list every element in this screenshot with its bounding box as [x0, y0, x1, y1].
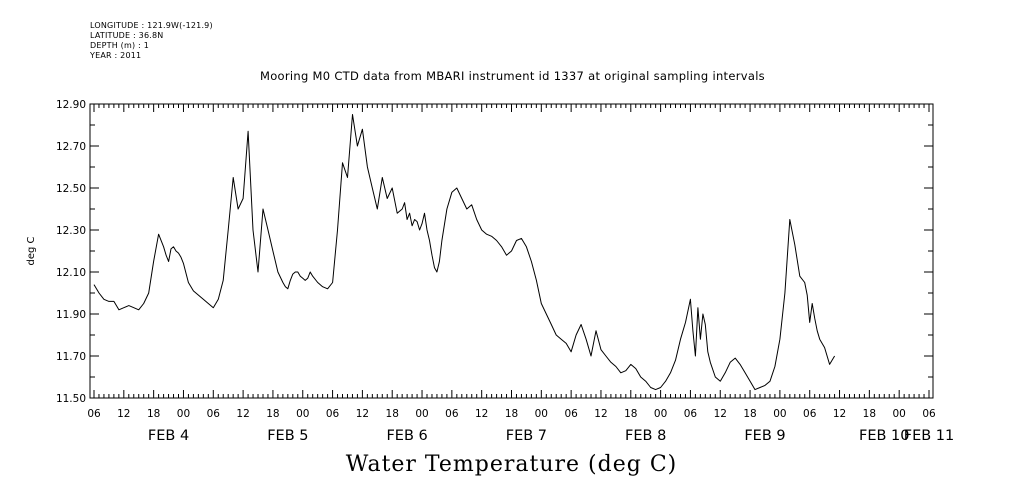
x-tick-label: 06	[445, 408, 459, 420]
x-tick-label: 00	[773, 408, 786, 420]
y-tick-label: 12.70	[56, 141, 86, 153]
y-tick-label: 12.10	[56, 267, 86, 279]
minor-ticks	[93, 104, 930, 398]
latitude-label: LATITUDE : 36.8N	[90, 31, 164, 40]
x-tick-label: 06	[803, 408, 817, 420]
y-axis: 11.50 11.70 11.90 12.10 12.30 12.50 12.70 12.90	[56, 99, 933, 405]
x-tick-label: 18	[505, 408, 518, 420]
x-tick-label: 06	[87, 408, 101, 420]
x-tick-label: 06	[326, 408, 340, 420]
x-tick-label: 00	[892, 408, 905, 420]
x-tick-label: 06	[922, 408, 936, 420]
x-day-label: FEB 10	[859, 428, 910, 444]
x-tick-label: 00	[296, 408, 309, 420]
x-tick-label: 18	[624, 408, 637, 420]
temperature-series-line	[93, 114, 836, 391]
x-tick-label: 12	[833, 408, 846, 420]
x-tick-label: 18	[147, 408, 160, 420]
x-tick-label: 12	[475, 408, 488, 420]
chart-title-container: Mooring M0 CTD data from MBARI instrumen…	[0, 69, 1009, 83]
x-day-label: FEB 9	[744, 428, 785, 444]
x-day-label: FEB 5	[267, 428, 308, 444]
x-tick-label: 06	[564, 408, 578, 420]
x-tick-label: 12	[236, 408, 249, 420]
y-tick-label: 11.90	[56, 309, 86, 321]
y-tick-label: 12.90	[56, 99, 86, 111]
x-tick-label: 12	[117, 408, 130, 420]
y-axis-label: deg C	[26, 236, 37, 265]
x-day-label: FEB 7	[506, 428, 547, 444]
y-tick-label: 12.50	[56, 183, 86, 195]
x-day-label: FEB 8	[625, 428, 666, 444]
x-day-label: FEB 4	[148, 428, 189, 444]
x-tick-label: 18	[743, 408, 756, 420]
x-tick-label: 00	[415, 408, 428, 420]
x-tick-label: 06	[684, 408, 698, 420]
x-tick-label: 18	[266, 408, 279, 420]
x-axis: 06 12 18 00 06 12 18 00 06 12 18 00 06 12 18 00 06 12 18 00…	[87, 408, 954, 444]
longitude-label: LONGITUDE : 121.9W(-121.9)	[90, 21, 213, 30]
x-tick-label: 00	[535, 408, 548, 420]
year-label: YEAR : 2011	[90, 51, 142, 60]
x-axis-title: Water Temperature (deg C)	[345, 452, 678, 477]
x-tick-label: 06	[207, 408, 221, 420]
depth-label: DEPTH (m) : 1	[90, 41, 149, 50]
x-tick-label: 18	[386, 408, 399, 420]
y-tick-label: 11.50	[56, 393, 86, 405]
x-tick-label: 18	[863, 408, 876, 420]
y-tick-label: 12.30	[56, 225, 86, 237]
x-day-label: FEB 6	[386, 428, 427, 444]
x-tick-label: 12	[594, 408, 607, 420]
x-tick-label: 12	[356, 408, 369, 420]
x-day-label: FEB 11	[904, 428, 955, 444]
x-tick-label: 12	[714, 408, 727, 420]
metadata-block: LONGITUDE : 121.9W(-121.9) LATITUDE : 36…	[90, 21, 213, 61]
x-tick-label: 00	[177, 408, 190, 420]
x-tick-label: 00	[654, 408, 667, 420]
x-axis-title-container: Water Temperature (deg C)	[0, 452, 1009, 477]
y-tick-label: 11.70	[56, 351, 86, 363]
chart-title: Mooring M0 CTD data from MBARI instrumen…	[260, 69, 765, 83]
